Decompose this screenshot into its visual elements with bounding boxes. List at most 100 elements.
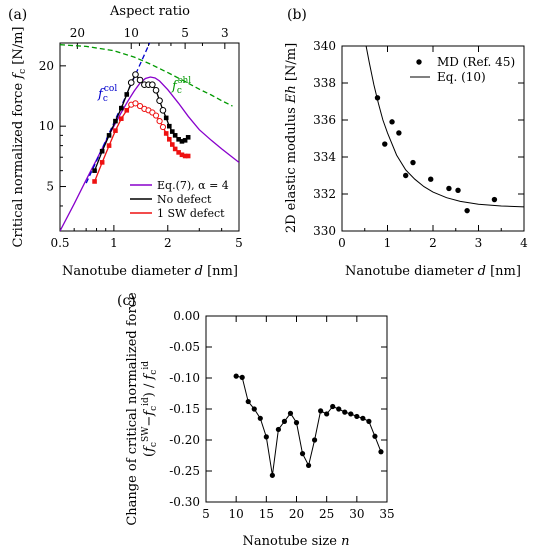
panel-a-nodefect-point — [113, 118, 118, 124]
panel-c-point — [299, 451, 306, 457]
panel-b-y-axis-label: 2D elastic modulus Eh [N/m] — [284, 43, 299, 233]
panel-a-nodefect-point — [99, 148, 105, 154]
panel-c-point — [324, 411, 330, 417]
panel-b-x-tick-label: 3 — [475, 236, 483, 250]
panel-a-nodefect-point — [106, 133, 112, 138]
panel-a-sw-point — [167, 137, 172, 142]
panel-c-letter: (c) — [117, 293, 136, 309]
panel-a-y-tick-label: 10 — [39, 119, 54, 133]
panel-c-point — [372, 433, 378, 439]
panel-b-x-tick-label: 4 — [520, 236, 528, 250]
panel-b-y-tick-label: 338 — [313, 76, 336, 90]
panel-a-nodefect-point — [185, 135, 191, 140]
panel-a-legend-label: 1 SW defect — [157, 207, 225, 220]
panel-a-sw-point — [159, 123, 167, 131]
panel-a-top-tick-label: 3 — [221, 26, 229, 40]
panel-a-x-tick-label: 1 — [110, 236, 118, 250]
panel-a-sw-point — [106, 143, 112, 148]
panel-c-y-tick-label: -0.25 — [169, 464, 200, 478]
panel-c-y-tick-label: -0.30 — [169, 495, 200, 509]
panel-a-nodefect-point — [156, 97, 163, 105]
panel-c-x-tick-label: 35 — [379, 507, 394, 521]
panel-c-point — [281, 418, 288, 424]
panel-a-nodefect-point — [176, 137, 181, 142]
panel-c: (c) 5 10 15 20 25 30 35 0.00 -0.05 -0.10 -0.15 -0.2… — [117, 292, 395, 549]
panel-a-nodefect-point — [136, 76, 144, 84]
panel-a-legend-label: No defect — [157, 193, 212, 206]
panel-a-y-tick-label: 20 — [39, 59, 54, 73]
panel-b-md-point — [403, 172, 409, 179]
panel-b-legend-label: MD (Ref. 45) — [437, 55, 515, 69]
panel-a-x-tick-label: 5 — [235, 236, 243, 250]
panel-a-nodefect-point — [118, 105, 124, 111]
panel-c-point — [354, 413, 360, 420]
panel-a-nodefect-point — [182, 138, 188, 143]
panel-a-top-tick-label: 10 — [124, 26, 139, 40]
panel-a-nodefect-point — [159, 107, 167, 114]
panel-b-md-point — [446, 185, 452, 192]
panel-b-legend-marker — [416, 59, 422, 65]
panel-a: (a) 0.5 1 2 5 5 10 20 20 10 5 3 Aspect ratio Nanot… — [8, 4, 243, 279]
panel-a-sw-point — [92, 179, 97, 184]
panel-c-point — [245, 398, 251, 405]
panel-b-y-tick-label: 336 — [313, 113, 336, 127]
panel-a-y-axis-label: Critical normalized force fc [N/m] — [11, 26, 28, 247]
panel-a-top-tick-label: 20 — [70, 26, 85, 40]
panel-c-point — [348, 411, 354, 417]
panel-b-x-tick-label: 1 — [384, 236, 392, 250]
panel-c-point — [251, 406, 257, 412]
panel-b-legend-label: Eq. (10) — [437, 70, 486, 84]
panel-a-nodefect-point — [172, 133, 178, 138]
panel-a-sw-point — [99, 160, 105, 165]
panel-b-y-tick-label: 334 — [313, 150, 336, 164]
panel-b-x-axis-label: Nanotube diameter d [nm] — [345, 264, 521, 279]
panel-c-y-axis-label-line1: Change of critical normalized force — [125, 292, 140, 526]
panel-c-point — [233, 373, 239, 379]
panel-c-y-axis-label-line2: (fcSW−fcid) / fcid — [141, 361, 159, 457]
panel-c-plot-frame — [205, 315, 388, 503]
panel-a-nodefect-point — [124, 92, 130, 97]
panel-c-point — [293, 420, 300, 426]
panel-a-nodefect-point — [92, 168, 97, 173]
panel-a-series-col-line — [85, 43, 151, 184]
panel-b-legend: MD (Ref. 45)Eq. (10) — [410, 55, 515, 84]
panel-b-md-point — [464, 207, 470, 214]
panel-a-sw-point — [124, 108, 130, 113]
panel-a-nodefect-point — [163, 115, 169, 121]
panel-a-xlabel-text: Nanotube diameter — [62, 264, 195, 279]
panel-b-letter: (b) — [287, 7, 307, 23]
panel-a-nodefect-point — [149, 81, 156, 89]
panel-a-annotation-shl: fcshl — [171, 76, 191, 96]
panel-a-sw-point — [163, 131, 169, 136]
panel-a-x-axis-label: Nanotube diameter d [nm] — [62, 264, 238, 279]
panel-c-point — [269, 472, 275, 478]
panel-a-x-tick-label: 0.5 — [50, 236, 69, 250]
panel-a-sw-point — [132, 100, 139, 107]
panel-c-point — [342, 409, 348, 415]
panel-a-legend-label: Eq.(7), α = 4 — [157, 179, 229, 192]
panel-b-eq10-line — [365, 46, 524, 208]
panel-a-annotation-col: fccol — [97, 84, 117, 104]
panel-a-nodefect-point — [152, 87, 160, 94]
panel-a-sw-point — [185, 153, 191, 159]
panel-c-point — [287, 410, 294, 416]
panel-a-nodefect-point — [179, 139, 185, 144]
panel-a-letter: (a) — [8, 7, 27, 23]
panel-b-md-point — [491, 196, 498, 203]
panel-c-x-tick-label: 5 — [202, 507, 210, 521]
panel-c-x-tick-label: 15 — [259, 507, 274, 521]
panel-c-x-tick-label: 10 — [229, 507, 244, 521]
panel-b-md-point — [389, 119, 395, 125]
panel-c-x-tick-label: 25 — [319, 507, 334, 521]
panel-a-series-shl-line — [60, 44, 233, 107]
panel-b-md-point — [410, 159, 416, 166]
panel-a-sw-point — [152, 112, 160, 119]
panel-a-sw-point — [182, 153, 188, 159]
panel-c-point — [305, 462, 312, 469]
panel-a-nodefect-point — [169, 129, 175, 134]
panel-a-top-axis-label: Aspect ratio — [109, 4, 190, 19]
panel-b-md-point — [382, 141, 388, 147]
panel-c-point — [318, 408, 324, 414]
